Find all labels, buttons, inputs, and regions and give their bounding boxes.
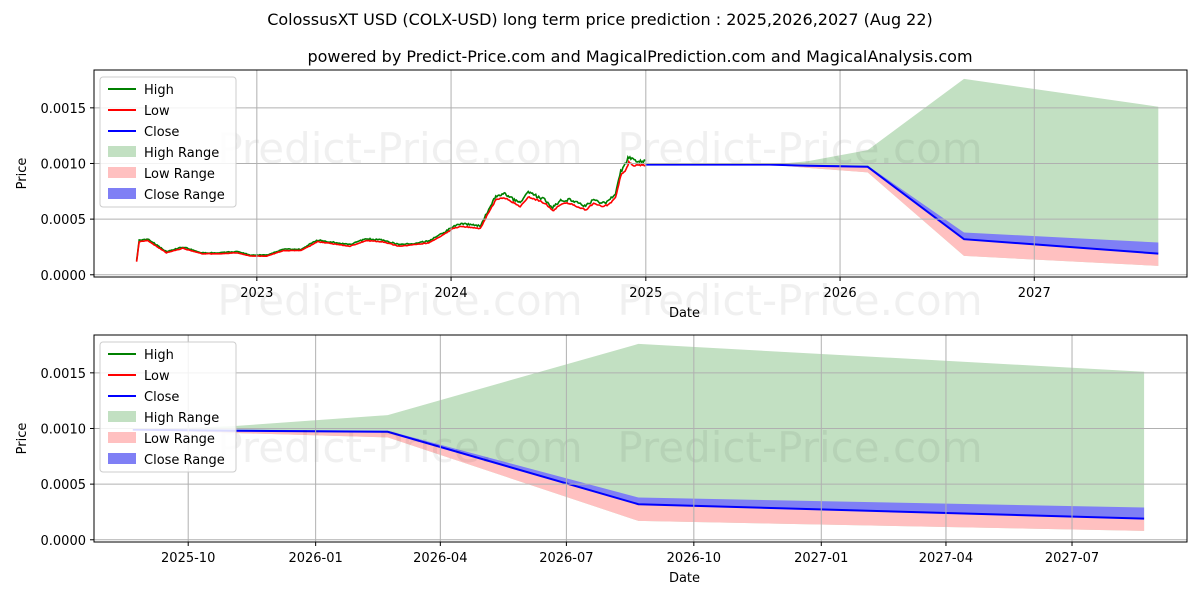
low-line (135, 159, 646, 262)
y-tick-label: 0.0005 (41, 478, 87, 493)
legend-label: High Range (144, 411, 219, 426)
y-tick-label: 0.0015 (41, 102, 87, 117)
low-range-area (645, 164, 1159, 266)
x-axis-label: Date (669, 571, 700, 586)
legend-label: High Range (144, 146, 219, 161)
x-tick-label: 2027-07 (1045, 551, 1099, 566)
x-tick-label: 2026-04 (413, 551, 467, 566)
axes-frame (93, 334, 1188, 543)
legend-label: High (144, 348, 174, 363)
y-tick-label: 0.0000 (41, 269, 87, 284)
legend-label: Low (144, 104, 170, 119)
axes-frame (93, 69, 1188, 278)
legend-swatch-patch (108, 432, 136, 443)
x-tick-label: 2027-04 (919, 551, 973, 566)
y-tick-label: 0.0015 (41, 367, 87, 382)
x-tick-label: 2027 (1018, 286, 1051, 301)
low-range-area (132, 429, 1145, 531)
chart-panel-long-term: Predict-Price.com Predict-Price.com Predic… (15, 69, 1188, 325)
x-tick-label: 2026-01 (288, 551, 342, 566)
watermark-text: Predict-Price.com (217, 124, 582, 173)
close-range-area (132, 429, 1145, 519)
legend-swatch-patch (108, 411, 136, 422)
y-tick-label: 0.0010 (41, 157, 87, 172)
watermark-text: Predict-Price.com (217, 423, 582, 472)
y-tick-label: 0.0000 (41, 534, 87, 549)
watermark-text: Predict-Price.com (217, 276, 582, 325)
legend: High Low Close High Range Low Range Close Ran… (99, 76, 237, 208)
legend-label: Low (144, 369, 170, 384)
legend-label: High (144, 83, 174, 98)
legend-label: Close (144, 125, 179, 140)
x-tick-label: 2026-10 (667, 551, 721, 566)
legend-label: Close (144, 390, 179, 405)
x-tick-label: 2025-10 (161, 551, 215, 566)
legend-swatch-patch (108, 146, 136, 157)
legend-swatch-patch (108, 188, 136, 199)
x-tick-label: 2024 (435, 286, 468, 301)
x-tick-label: 2023 (240, 286, 273, 301)
chart-title: ColossusXT USD (COLX-USD) long term pric… (267, 10, 933, 29)
x-tick-label: 2026 (824, 286, 857, 301)
y-tick-label: 0.0005 (41, 213, 87, 228)
x-tick-label: 2027-01 (794, 551, 848, 566)
y-tick-label: 0.0010 (41, 422, 87, 437)
x-tick-label: 2026-07 (539, 551, 593, 566)
watermark-text: Predict-Price.com (617, 276, 982, 325)
chart-subtitle: powered by Predict-Price.com and Magical… (307, 47, 972, 66)
close-line (645, 163, 1159, 255)
legend-label: Low Range (144, 167, 215, 182)
x-tick-label: 2025 (629, 286, 662, 301)
chart-panel-forecast-zoom: Predict-Price.com Predict-Price.com 2025-1… (15, 334, 1188, 586)
legend-label: Close Range (144, 453, 225, 468)
watermark-text: Predict-Price.com (617, 124, 982, 173)
legend-label: Low Range (144, 432, 215, 447)
high-line (135, 155, 646, 261)
y-axis-label: Price (15, 423, 30, 455)
legend-swatch-patch (108, 453, 136, 464)
close-range-area (645, 164, 1159, 254)
watermark-text: Predict-Price.com (617, 423, 982, 472)
x-axis-label: Date (669, 306, 700, 321)
y-axis-label: Price (15, 158, 30, 190)
legend-label: Close Range (144, 188, 225, 203)
legend: High Low Close High Range Low Range Close Ran… (99, 341, 237, 473)
legend-swatch-patch (108, 167, 136, 178)
